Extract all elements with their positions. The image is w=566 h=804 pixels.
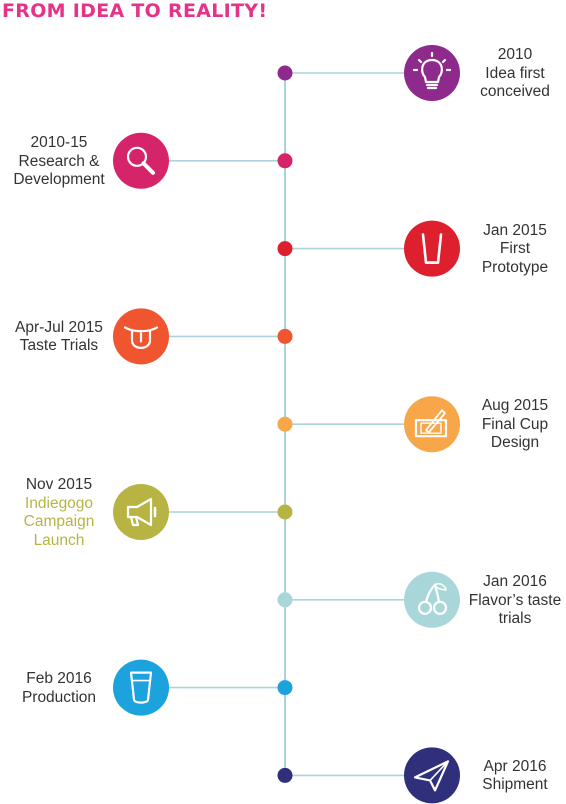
milestone-date: Jan 2016 xyxy=(483,573,547,591)
milestone-text: Design xyxy=(490,434,540,452)
milestone-label: Jan 2015 First Prototype xyxy=(450,222,566,278)
tongue-icon xyxy=(113,308,169,365)
timeline-dot xyxy=(277,767,293,783)
cup-icon xyxy=(404,220,460,277)
milestone-date: Feb 2016 xyxy=(26,670,92,688)
milestone-label: 2010-15 Research & Development xyxy=(0,134,124,190)
drawing-tablet-icon xyxy=(404,396,460,453)
milestone-date: Apr-Jul 2015 xyxy=(15,318,103,336)
milestone-label: Nov 2015 Indiegogo Campaign Launch xyxy=(0,476,124,550)
milestone-label: Feb 2016 Production xyxy=(0,670,124,707)
page-title: FROM IDEA TO REALITY! xyxy=(2,0,268,22)
milestone-text: conceived xyxy=(480,83,550,101)
milestone-text: trials xyxy=(498,610,532,628)
milestone-label: Apr-Jul 2015 Taste Trials xyxy=(0,319,124,356)
milestone-date: Jan 2015 xyxy=(483,221,547,239)
milestone-date: Nov 2015 xyxy=(25,476,93,493)
milestone-date: 2010 xyxy=(497,46,533,64)
milestone-label: Aug 2015 Final Cup Design xyxy=(450,397,566,453)
milestone-text: Final Cup xyxy=(481,415,549,433)
timeline-dot xyxy=(277,504,293,520)
milestone-label: Jan 2016 Flavor’s taste trials xyxy=(450,573,566,629)
milestone-text: Launch xyxy=(33,531,85,549)
megaphone-icon xyxy=(113,484,169,540)
timeline-dot xyxy=(277,241,293,257)
paper-plane-icon xyxy=(404,747,460,804)
milestone-text: Flavor’s taste xyxy=(468,591,562,609)
glass-icon xyxy=(113,659,169,716)
lightbulb-icon xyxy=(404,45,460,101)
milestone-text: Indiegogo xyxy=(24,494,94,512)
milestone-text: Production xyxy=(21,688,97,706)
milestone-text: Idea first xyxy=(485,64,545,82)
milestone-date: 2010-15 xyxy=(30,134,88,152)
timeline-dot xyxy=(277,328,293,344)
milestone-label: Apr 2016 Shipment xyxy=(450,758,566,795)
milestone-text: Development xyxy=(13,171,105,189)
milestone-date: Aug 2015 xyxy=(481,397,549,415)
timeline-dot xyxy=(277,65,293,81)
milestone-text: First xyxy=(499,240,531,258)
milestone-label: 2010 Idea first conceived xyxy=(450,46,566,102)
milestone-text: Research & xyxy=(18,152,100,170)
timeline-dot xyxy=(277,680,293,696)
timeline-dot xyxy=(277,153,293,169)
cherries-icon xyxy=(404,571,460,628)
milestone-text: Campaign xyxy=(23,513,95,530)
timeline-dot xyxy=(277,416,293,432)
milestone-text: Prototype xyxy=(481,258,549,276)
magnifier-icon xyxy=(113,132,169,189)
milestone-text: Shipment xyxy=(482,776,548,794)
milestone-date: Apr 2016 xyxy=(483,757,547,775)
milestone-text: Taste Trials xyxy=(19,337,99,355)
timeline-dot xyxy=(277,592,293,608)
